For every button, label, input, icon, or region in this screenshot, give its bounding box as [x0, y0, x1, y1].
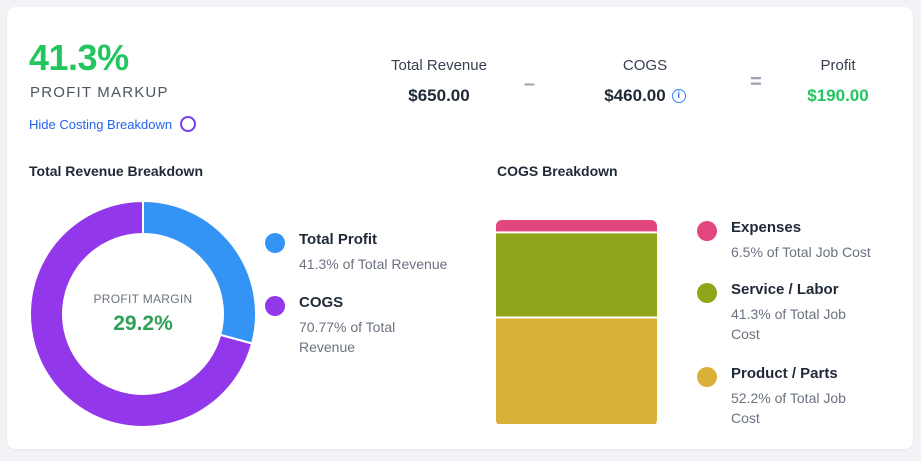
- legend-dot-icon: [697, 367, 717, 387]
- legend-subtext: 70.77% of Total Revenue: [299, 319, 396, 355]
- profit-margin-value: 29.2%: [113, 312, 173, 335]
- profit-column: Profit $190.00: [788, 57, 888, 106]
- profit-summary-card: 41.3% PROFIT MARKUP Hide Costing Breakdo…: [7, 7, 913, 449]
- legend-subtext: 41.3% of Total Job Cost: [731, 306, 846, 342]
- toggle-circle-icon[interactable]: [180, 116, 197, 132]
- cogs-breakdown-title: COGS Breakdown: [497, 163, 618, 179]
- legend-dot-icon: [265, 233, 285, 253]
- total-revenue-column: Total Revenue $650.00: [379, 57, 499, 106]
- legend-name: COGS: [299, 294, 344, 311]
- profit-value: $190.00: [807, 86, 869, 105]
- legend-name: Total Profit: [299, 231, 378, 248]
- donut-center: PROFIT MARGIN 29.2%: [63, 292, 223, 336]
- profit-margin-label: PROFIT MARGIN: [93, 292, 193, 306]
- legend-item-total-profit: Total Profit 41.3% of Total Revenue: [265, 231, 465, 274]
- profit-markup-label: PROFIT MARKUP: [30, 84, 169, 101]
- equals-operator: =: [750, 71, 762, 93]
- legend-name: Expenses: [731, 219, 802, 236]
- bar-segment-1[interactable]: [496, 233, 657, 317]
- legend-name: Service / Labor: [731, 281, 839, 298]
- legend-item-product-parts: Product / Parts 52.2% of Total Job Cost: [697, 365, 867, 428]
- legend-subtext: 52.2% of Total Job Cost: [731, 390, 846, 426]
- legend-dot-icon: [697, 283, 717, 303]
- info-icon[interactable]: i: [671, 89, 686, 103]
- legend-dot-icon: [697, 221, 717, 241]
- legend-item-expenses: Expenses 6.5% of Total Job Cost: [697, 219, 907, 262]
- cogs-column: COGS $460.00 i: [585, 57, 705, 106]
- bar-segment-0[interactable]: [496, 220, 657, 232]
- bar-segment-2[interactable]: [496, 318, 657, 424]
- profit-margin-donut-chart: [29, 200, 257, 428]
- cogs-label: COGS: [622, 57, 668, 74]
- legend-item-service-labor: Service / Labor 41.3% of Total Job Cost: [697, 281, 867, 344]
- minus-operator: –: [524, 73, 536, 95]
- legend-subtext: 41.3% of Total Revenue: [299, 256, 448, 272]
- legend-name: Product / Parts: [731, 365, 838, 382]
- toggle-label: Hide Costing Breakdown: [29, 116, 173, 132]
- cogs-value: $460.00: [604, 86, 666, 105]
- total-revenue-label: Total Revenue: [391, 57, 487, 74]
- cogs-value-row: $460.00 i: [585, 86, 705, 106]
- total-revenue-value: $650.00: [408, 86, 470, 105]
- profit-markup-value: 41.3%: [29, 37, 129, 78]
- profit-label: Profit: [820, 57, 856, 74]
- legend-dot-icon: [265, 296, 285, 316]
- revenue-breakdown-title: Total Revenue Breakdown: [29, 163, 204, 179]
- cogs-stacked-bar: [496, 220, 657, 424]
- donut-slice-1[interactable]: [29, 200, 254, 428]
- hide-costing-breakdown-toggle[interactable]: Hide Costing Breakdown: [29, 116, 197, 132]
- legend-subtext: 6.5% of Total Job Cost: [731, 244, 871, 260]
- legend-item-cogs: COGS 70.77% of Total Revenue: [265, 294, 435, 357]
